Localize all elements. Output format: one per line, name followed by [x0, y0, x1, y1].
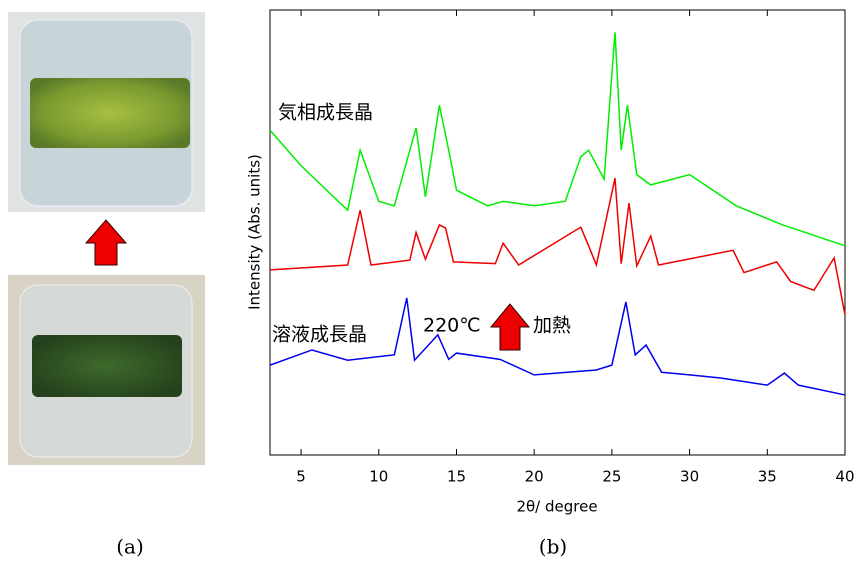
x-tick-label: 5 — [296, 468, 306, 486]
panel-label: (a) — [116, 535, 144, 559]
x-tick-label: 15 — [447, 468, 466, 486]
spectrum-line — [270, 32, 845, 246]
x-tick-label: 20 — [525, 468, 544, 486]
x-axis-label: 2θ/ degree — [516, 498, 597, 516]
x-tick-label: 40 — [835, 468, 854, 486]
x-tick-label: 35 — [758, 468, 777, 486]
x-tick-label: 10 — [369, 468, 388, 486]
x-tick-label: 25 — [602, 468, 621, 486]
arrow — [86, 220, 126, 265]
annotation: 溶液成長晶 — [272, 324, 367, 346]
y-axis-label: Intensity (Abs. units) — [246, 154, 264, 310]
sample — [30, 78, 190, 148]
annotation: 気相成長晶 — [278, 102, 373, 124]
figure: (a) (b) 2θ/ degree Intensity (Abs. units… — [0, 0, 859, 563]
annotation: 220℃ — [423, 315, 481, 337]
annotation: 加熱 — [533, 315, 571, 337]
spectrum-line — [270, 178, 845, 315]
panel-label: (b) — [539, 535, 567, 559]
arrow — [491, 304, 529, 350]
sample — [32, 335, 182, 397]
x-tick-label: 30 — [680, 468, 699, 486]
page: {"chart_data": {"type": "line", "x_label… — [0, 0, 859, 563]
plot-frame — [270, 10, 845, 455]
spectrum-line — [270, 298, 845, 395]
